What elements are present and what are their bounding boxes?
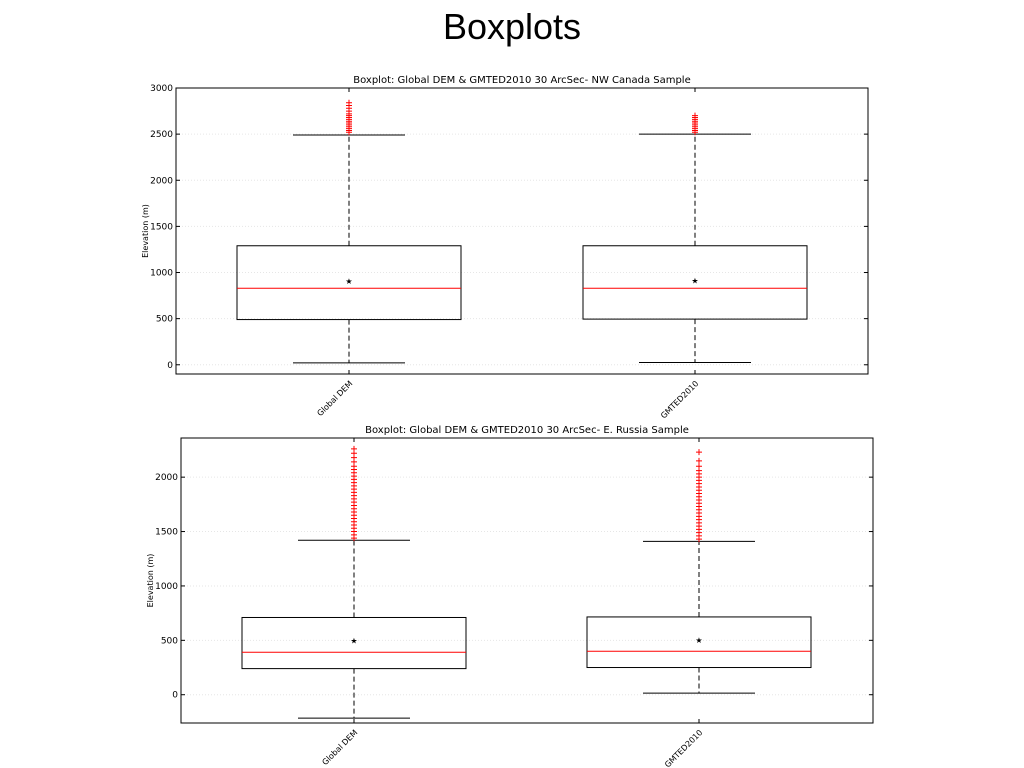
mean-marker: ★ [345,277,352,286]
box-global-dem: ★ [241,445,467,719]
iqr-box [582,245,808,320]
y-tick-label: 1500 [150,222,173,232]
outlier-point [692,112,698,119]
y-tick-label: 500 [161,636,178,646]
y-tick-label: 2500 [150,130,173,140]
chart-title: Boxplot: Global DEM & GMTED2010 30 ArcSe… [353,75,691,86]
box-gmted2010: ★ [586,449,812,694]
outlier-point [346,99,352,106]
mean-marker: ★ [350,636,357,645]
y-tick-label: 1000 [155,582,178,592]
iqr-box [586,616,812,669]
x-tick-label: Global DEM [320,728,359,767]
mean-marker: ★ [695,636,702,645]
y-tick-label: 3000 [150,84,173,94]
chart-1: Boxplot: Global DEM & GMTED2010 30 ArcSe… [141,75,869,420]
y-tick-label: 500 [156,315,173,325]
outlier-point [696,449,702,456]
x-tick-label: GMTED2010 [659,379,700,420]
x-tick-label: GMTED2010 [663,728,704,768]
y-tick-label: 2000 [155,473,178,483]
y-tick-label: 0 [172,691,178,701]
slide-title: Boxplots [442,6,582,47]
iqr-box [241,616,467,670]
outlier-point [351,445,357,452]
outlier-point [696,463,702,470]
box-gmted2010: ★ [582,112,808,363]
y-tick-label: 1000 [150,269,173,279]
y-tick-label: 2000 [150,176,173,186]
chart-2: Boxplot: Global DEM & GMTED2010 30 ArcSe… [146,425,874,768]
y-axis-label: Elevation (m) [146,554,155,608]
mean-marker: ★ [691,276,698,285]
chart-title: Boxplot: Global DEM & GMTED2010 30 ArcSe… [365,425,689,436]
box-global-dem: ★ [236,99,462,364]
x-tick-label: Global DEM [315,379,354,418]
y-tick-label: 1500 [155,528,178,538]
iqr-box [236,245,462,321]
y-axis-label: Elevation (m) [141,204,150,258]
plot-frame [175,87,869,375]
outlier-point [696,457,702,464]
plot-frame [180,437,874,724]
y-tick-label: 0 [167,361,173,371]
